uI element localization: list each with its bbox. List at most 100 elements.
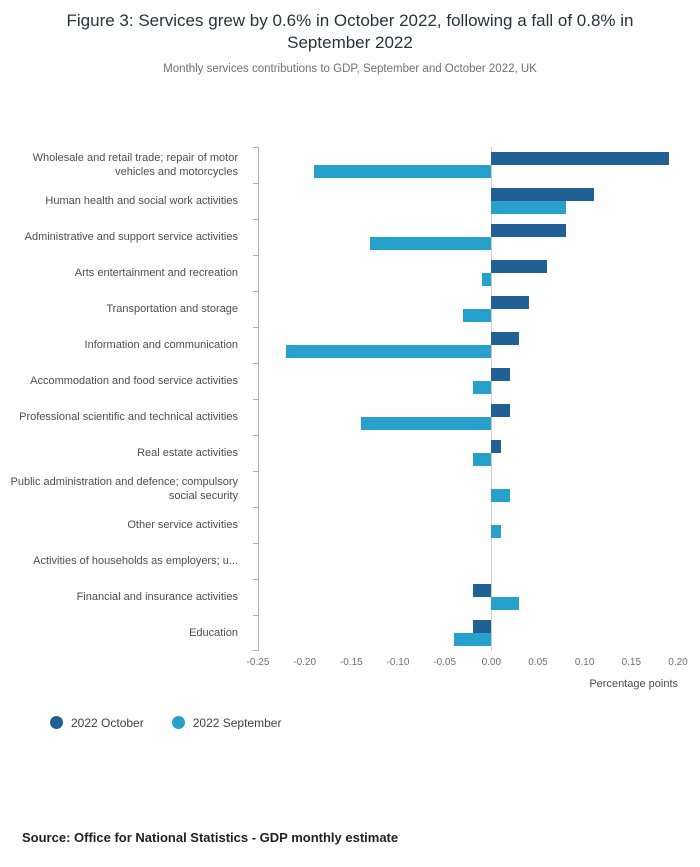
category-label: Real estate activities <box>137 446 238 459</box>
category-label: Wholesale and retail trade; repair of mo… <box>32 151 238 178</box>
y-axis-tick <box>253 649 258 651</box>
category-label: Education <box>189 626 238 639</box>
bar-october <box>491 223 566 237</box>
category-label: Information and communication <box>84 338 238 351</box>
bar-september <box>314 164 492 178</box>
x-axis: -0.25 -0.20 -0.15 -0.10 -0.05 0.00 0.05 0.10 0.1… <box>247 656 688 670</box>
bar-october <box>491 295 529 309</box>
y-axis-tick <box>253 290 258 292</box>
plot-row <box>258 182 678 219</box>
zero-gridline <box>491 614 493 651</box>
plot-row <box>258 470 678 507</box>
bar-september <box>491 200 566 214</box>
bar-september <box>360 416 492 430</box>
chart-row: Education <box>0 614 700 651</box>
bar-october <box>491 187 594 201</box>
chart-row: Professional scientific and technical ac… <box>0 398 700 435</box>
bar-september <box>491 596 520 610</box>
bar-october <box>491 367 510 381</box>
bar-september <box>472 380 492 394</box>
category-label: Accommodation and food service activitie… <box>30 374 238 387</box>
zero-gridline <box>491 254 493 291</box>
legend-label-september: 2022 September <box>192 715 282 730</box>
chart-row: Real estate activities <box>0 434 700 471</box>
category-label: Other service activities <box>127 518 238 531</box>
y-axis-tick <box>253 146 258 148</box>
chart-row: Wholesale and retail trade; repair of mo… <box>0 146 700 183</box>
y-axis-tick <box>253 578 258 580</box>
y-axis-line <box>258 146 259 651</box>
zero-gridline <box>491 434 493 471</box>
x-tick-label: 0.05 <box>528 656 548 668</box>
category-label: Administrative and support service activ… <box>24 230 238 243</box>
chart-row: Transportation and storage <box>0 290 700 327</box>
zero-gridline <box>491 146 493 183</box>
bar-september <box>472 452 492 466</box>
category-label: Arts entertainment and recreation <box>74 266 238 279</box>
plot-row <box>258 578 678 615</box>
chart-title: Figure 3: Services grew by 0.6% in Octob… <box>66 11 634 53</box>
y-axis-tick <box>253 506 258 508</box>
legend: 2022 October 2022 September <box>50 716 700 730</box>
zero-gridline <box>491 362 493 399</box>
source-text: Source: Office for National Statistics -… <box>22 830 399 845</box>
y-axis-tick <box>253 362 258 364</box>
chart-row: Financial and insurance activities <box>0 578 700 615</box>
chart-row: Accommodation and food service activitie… <box>0 362 700 399</box>
chart-row: Administrative and support service activ… <box>0 218 700 255</box>
bar-september <box>463 308 492 322</box>
chart-row: Information and communication <box>0 326 700 363</box>
x-tick-label: 0.20 <box>668 656 688 668</box>
bar-october <box>472 619 492 633</box>
y-axis-tick <box>253 182 258 184</box>
y-axis-tick <box>253 542 258 544</box>
plot-row <box>258 254 678 291</box>
x-tick-label: -0.05 <box>433 656 457 668</box>
plot-row <box>258 398 678 435</box>
plot-row <box>258 614 678 651</box>
x-tick-label: 0.15 <box>621 656 642 668</box>
x-axis-label: Percentage points <box>589 677 678 690</box>
x-tick-label: -0.20 <box>293 656 317 668</box>
y-axis-tick <box>253 326 258 328</box>
category-label: Transportation and storage <box>106 302 238 315</box>
plot-row <box>258 326 678 363</box>
x-tick-label: -0.10 <box>386 656 410 668</box>
y-axis-tick <box>253 218 258 220</box>
bar-september <box>482 272 492 286</box>
bar-october <box>491 403 510 417</box>
legend-dot-september <box>171 716 185 730</box>
chart-row: Human health and social work activities <box>0 182 700 219</box>
y-axis-tick <box>253 398 258 400</box>
plot-row <box>258 218 678 255</box>
x-tick-label: 0.10 <box>574 656 595 668</box>
category-label: Human health and social work activities <box>45 194 238 207</box>
legend-item-october[interactable]: 2022 October <box>50 716 144 730</box>
legend-label-october: 2022 October <box>71 715 144 730</box>
x-tick-label: -0.15 <box>339 656 363 668</box>
category-label: Activities of households as employers; u… <box>33 554 238 567</box>
plot-row <box>258 290 678 327</box>
zero-gridline <box>491 542 493 579</box>
plot-row <box>258 362 678 399</box>
x-tick-label: 0.00 <box>481 656 502 668</box>
y-axis-tick <box>253 614 258 616</box>
y-axis-tick <box>253 434 258 436</box>
plot-row <box>258 506 678 543</box>
bar-september <box>491 524 501 538</box>
chart-row: Other service activities <box>0 506 700 543</box>
chart-subtitle: Monthly services contributions to GDP, S… <box>163 62 537 75</box>
bar-october <box>491 259 548 273</box>
bar-october <box>491 439 501 453</box>
bar-september <box>491 488 510 502</box>
plot-row <box>258 434 678 471</box>
bar-september <box>370 236 492 250</box>
bar-october <box>491 331 520 345</box>
x-tick-label: -0.25 <box>246 656 270 668</box>
zero-gridline <box>491 326 493 363</box>
chart-row: Public administration and defence; compu… <box>0 470 700 507</box>
legend-item-september[interactable]: 2022 September <box>171 715 282 730</box>
category-label: Financial and insurance activities <box>76 590 238 603</box>
zero-gridline <box>491 290 493 327</box>
figure-container: Figure 3: Services grew by 0.6% in Octob… <box>0 10 700 867</box>
